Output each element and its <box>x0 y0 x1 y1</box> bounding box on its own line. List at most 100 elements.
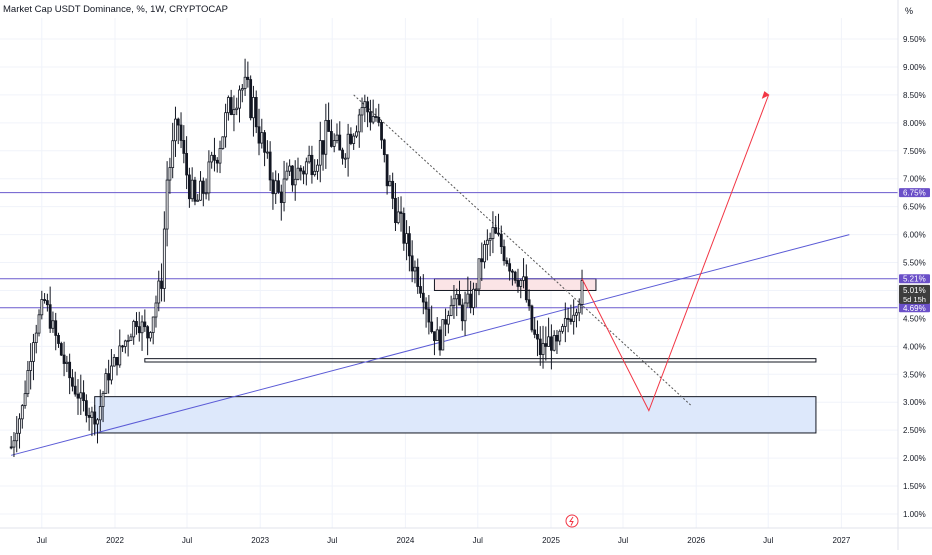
candle-body <box>422 293 424 302</box>
y-tick-label: 7.50% <box>903 147 926 156</box>
candle-body <box>472 289 474 307</box>
candle-body <box>130 337 132 341</box>
candle-body <box>208 162 210 193</box>
candle-body <box>303 171 305 174</box>
candle-body <box>180 125 182 140</box>
candle-body <box>489 238 491 240</box>
candle-body <box>436 330 438 341</box>
candle-body <box>381 122 383 140</box>
candle-body <box>339 135 341 150</box>
candle-body <box>247 77 249 79</box>
candle-body <box>239 90 241 108</box>
candle-body <box>88 415 90 417</box>
candle-body <box>261 133 263 144</box>
countdown-label: 5d 15h <box>903 295 926 304</box>
candle-body <box>392 181 394 198</box>
candle-body <box>375 116 377 117</box>
y-tick-label: 1.50% <box>903 482 926 491</box>
candle-body <box>163 229 165 288</box>
candle-body <box>553 335 555 350</box>
candle-body <box>58 335 60 343</box>
candle-body <box>38 315 40 333</box>
level-badge-label: 5.21% <box>903 275 926 284</box>
candle-body <box>30 361 32 370</box>
chart-title: Market Cap USDT Dominance, %, 1W, CRYPTO… <box>3 4 228 15</box>
candle-body <box>80 393 82 398</box>
candle-body <box>481 259 483 262</box>
candle-body <box>283 179 285 203</box>
candle-body <box>202 181 204 193</box>
candle-body <box>450 305 452 315</box>
candle-body <box>369 112 371 122</box>
candle-body <box>149 333 151 338</box>
x-tick-label: Jul <box>618 536 628 545</box>
candle-body <box>32 343 34 362</box>
candle-body <box>225 113 227 137</box>
candle-body <box>333 141 335 147</box>
candle-body <box>464 303 466 321</box>
candle-body <box>46 301 48 305</box>
y-tick-label: 4.00% <box>903 342 926 351</box>
level-badge-label: 6.75% <box>903 189 926 198</box>
candle-body <box>94 412 96 424</box>
x-tick-label: 2023 <box>251 536 269 545</box>
candle-body <box>497 233 499 234</box>
candle-body <box>105 374 107 394</box>
candle-body <box>216 160 218 163</box>
lightning-icon-bolt <box>570 517 573 526</box>
candle-body <box>503 247 505 261</box>
candle-body <box>252 97 254 117</box>
candle-body <box>236 108 238 109</box>
candle-body <box>172 141 174 168</box>
candle-body <box>495 228 497 234</box>
candle-body <box>197 200 199 201</box>
x-tick-label: 2022 <box>106 536 124 545</box>
candle-body <box>461 305 463 321</box>
current-price-label: 5.01% <box>903 286 926 295</box>
y-tick-label: 2.00% <box>903 454 926 463</box>
candle-body <box>35 333 37 343</box>
x-tick-label: Jul <box>37 536 47 545</box>
candle-body <box>411 256 413 271</box>
candle-body <box>511 271 513 272</box>
candle-body <box>506 261 508 264</box>
candle-body <box>550 337 552 350</box>
base-line-box[interactable] <box>145 359 816 362</box>
candle-body <box>542 344 544 355</box>
candle-body <box>161 281 163 288</box>
candle-body <box>400 212 402 214</box>
candle-body <box>227 98 229 113</box>
candle-body <box>213 155 215 160</box>
candle-body <box>314 171 316 174</box>
candle-body <box>525 277 527 300</box>
candle-body <box>509 264 511 271</box>
candle-body <box>85 401 87 416</box>
candle-body <box>144 322 146 327</box>
candle-body <box>294 179 296 185</box>
candle-body <box>475 289 477 290</box>
candle-body <box>44 300 46 301</box>
candle-body <box>102 393 104 406</box>
candle-body <box>113 357 115 366</box>
candle-body <box>492 228 494 239</box>
candle-body <box>133 321 135 336</box>
candle-body <box>453 299 455 306</box>
candle-body <box>16 433 18 440</box>
candle-body <box>124 341 126 346</box>
support-zone[interactable] <box>95 397 816 433</box>
candle-body <box>325 120 327 154</box>
projection-path[interactable] <box>582 95 769 411</box>
candle-body <box>328 120 330 131</box>
candle-body <box>556 335 558 341</box>
x-tick-label: 2024 <box>397 536 415 545</box>
y-tick-label: 3.00% <box>903 398 926 407</box>
candle-body <box>559 331 561 341</box>
candle-body <box>219 149 221 164</box>
candle-body <box>244 77 246 88</box>
candle-body <box>397 212 399 223</box>
candle-body <box>300 168 302 171</box>
y-tick-label: 6.00% <box>903 231 926 240</box>
candle-body <box>548 337 550 347</box>
